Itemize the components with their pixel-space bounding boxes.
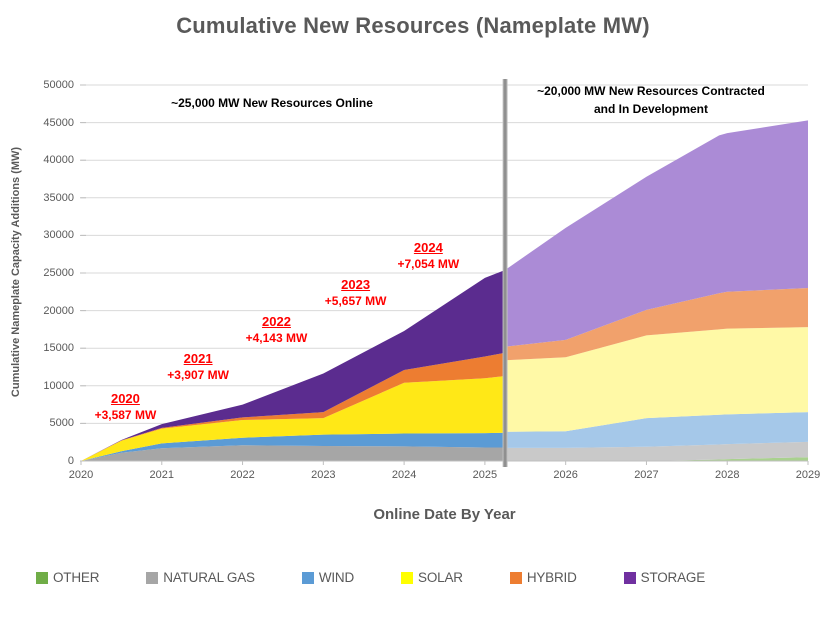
y-axis-tick-label: 30000	[43, 229, 74, 242]
y-axis-tick-label: 35000	[43, 191, 74, 204]
legend-swatch-icon	[301, 571, 314, 584]
callout-amount-label: +3,907 MW	[167, 368, 229, 382]
area-contracted_in_development-solar	[505, 327, 808, 432]
x-axis-tick-label: 2027	[634, 469, 659, 481]
legend-item-solar: SOLAR	[401, 570, 463, 585]
legend-label: OTHER	[53, 570, 100, 585]
x-axis-tick-label: 2024	[391, 469, 417, 481]
area-series	[81, 120, 808, 461]
area-contracted_in_development-wind	[505, 412, 808, 448]
x-axis-tick-label: 2020	[68, 469, 94, 481]
area-contracted_in_development-hybrid	[505, 288, 808, 361]
legend-swatch-icon	[401, 571, 414, 584]
phase-divider-line	[502, 79, 508, 467]
legend-swatch-icon	[509, 571, 522, 584]
callout-amount-label: +5,657 MW	[324, 293, 387, 308]
legend: OTHER NATURAL GAS WIND SOLAR HYBRID STORAGE	[36, 570, 806, 585]
callout-year-label: 2024	[413, 239, 443, 255]
area-online-natural-gas	[81, 445, 506, 461]
legend-item-other: OTHER	[36, 570, 99, 585]
x-axis-tick-label: 2023	[311, 469, 336, 481]
x-axis-tick-label: 2028	[714, 469, 740, 481]
area-contracted_in_development-storage	[505, 120, 808, 347]
legend-label: HYBRID	[526, 570, 577, 585]
legend-item-storage: STORAGE	[623, 570, 706, 585]
x-axis-title: Online Date By Year	[373, 506, 516, 523]
y-axis-tick-label: 40000	[43, 154, 74, 167]
legend-label: SOLAR	[418, 570, 463, 585]
x-axis-tick-label: 2022	[230, 469, 255, 481]
annotation-online: ~25,000 MW New Resources Online	[171, 96, 373, 110]
legend-label: STORAGE	[640, 570, 706, 585]
area-online-storage	[81, 269, 506, 461]
yearly-callout-2024: 2024 +7,054 MW	[397, 239, 459, 273]
x-axis-tick-label: 2026	[553, 469, 578, 481]
area-contracted_in_development-natural-gas	[505, 441, 808, 461]
yearly-callout-2023: 2023 +5,657 MW	[325, 276, 387, 310]
chart-title: Cumulative New Resources (Nameplate MW)	[176, 13, 650, 38]
y-axis-tick-label: 5000	[49, 417, 74, 430]
x-axis-tick-label: 2021	[149, 469, 174, 481]
area-online-hybrid	[81, 352, 506, 461]
legend-label: WIND	[318, 570, 355, 585]
callout-year-label: 2020	[110, 390, 140, 406]
legend-swatch-icon	[623, 571, 636, 584]
x-axis-tick-label: 2025	[472, 469, 498, 481]
yearly-callout-2020: 2020 +3,587 MW	[95, 390, 157, 424]
y-axis-tick-label: 45000	[43, 116, 74, 129]
annotation-contracted-line1: ~20,000 MW New Resources Contracted	[537, 84, 765, 98]
annotation-contracted: ~20,000 MW New Resources Contracted and …	[537, 82, 765, 118]
legend-item-wind: WIND	[301, 570, 355, 585]
x-axis-tick-label: 2029	[795, 469, 821, 481]
legend-label: NATURAL GAS	[163, 570, 255, 585]
callout-year-label: 2021	[183, 351, 213, 366]
y-axis-tick-label: 20000	[43, 304, 74, 317]
phase-divider-line	[502, 79, 508, 467]
gridlines	[81, 84, 808, 424]
legend-swatch-icon	[146, 571, 159, 584]
callout-amount-label: +3,587 MW	[94, 407, 157, 422]
area-online-wind	[81, 432, 506, 461]
callout-amount-label: +4,143 MW	[245, 331, 308, 346]
area-online-solar	[81, 376, 506, 461]
legend-item-natural-gas: NATURAL GAS	[146, 570, 255, 585]
legend-swatch-icon	[36, 571, 48, 584]
y-axis-tick-label: 15000	[43, 342, 74, 355]
area-contracted_in_development-other	[505, 457, 808, 461]
y-axis-tick-label: 25000	[43, 267, 74, 279]
annotation-contracted-line2: and In Development	[593, 102, 709, 116]
axes	[80, 84, 809, 465]
yearly-callout-2021: 2021 +3,907 MW	[167, 350, 229, 384]
callout-year-label: 2023	[341, 276, 371, 292]
y-axis-tick-label: 50000	[43, 79, 74, 91]
y-axis-tick-label: 0	[67, 455, 74, 467]
legend-item-hybrid: HYBRID	[509, 570, 577, 585]
yearly-callout-2022: 2022 +4,143 MW	[246, 313, 308, 347]
callout-year-label: 2022	[262, 314, 291, 330]
callout-amount-label: +7,054 MW	[397, 256, 460, 271]
y-axis-tick-label: 10000	[43, 379, 74, 392]
